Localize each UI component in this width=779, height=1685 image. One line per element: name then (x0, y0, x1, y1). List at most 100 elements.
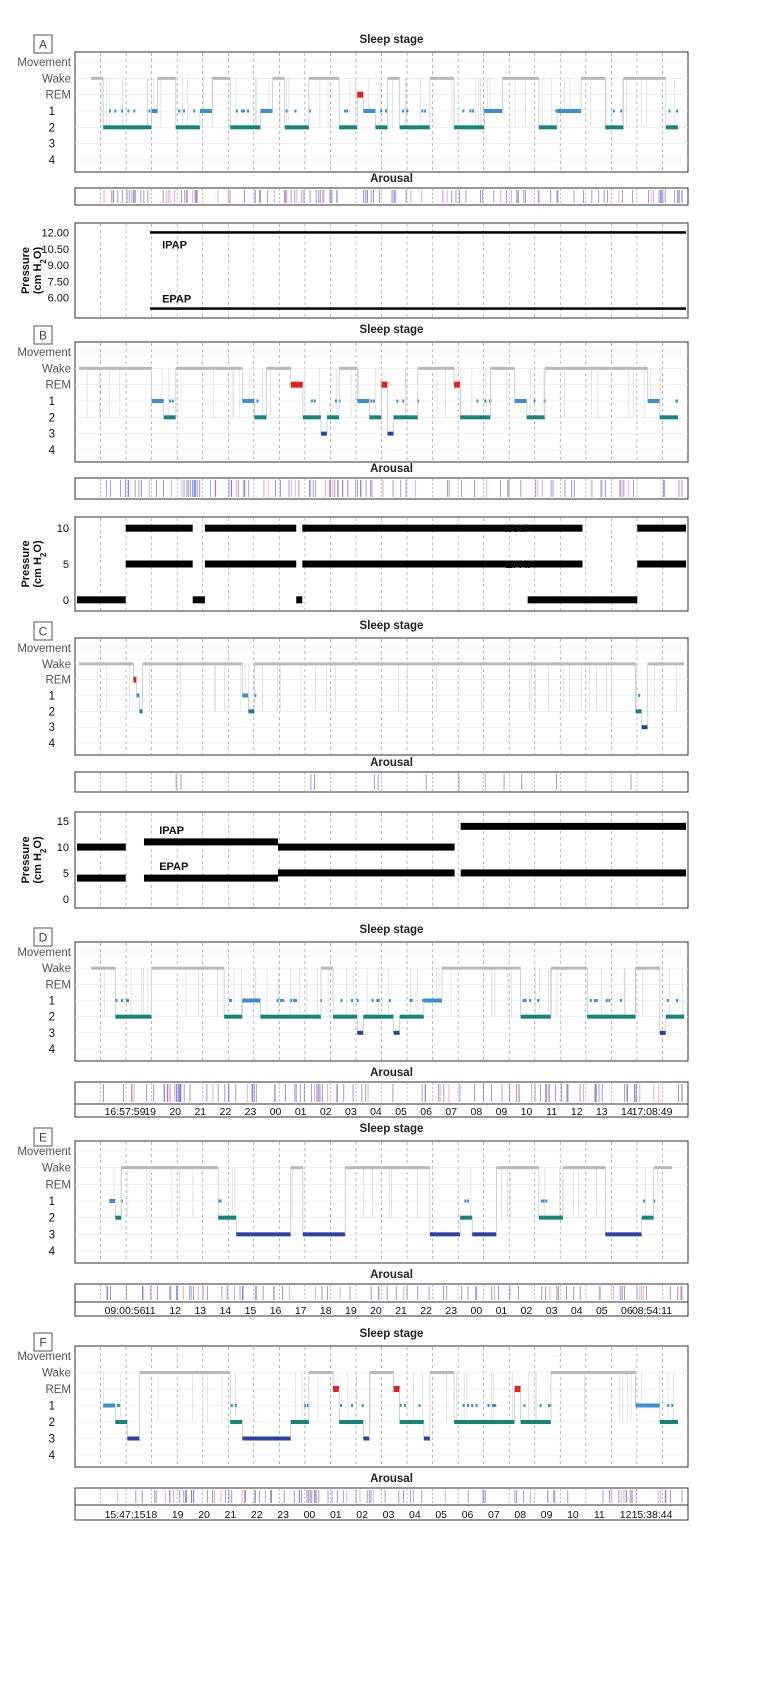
hypnogram-stage-w-c (142, 662, 243, 666)
hypnogram-stage-rem-b (381, 381, 388, 388)
hypnogram-stage-1-dot-d (230, 999, 233, 1002)
pressure-ipap-segment-c (77, 843, 126, 851)
hypnogram-stage-1-dot-b (313, 399, 316, 403)
hypnogram-stage-1-dot-d (676, 999, 679, 1002)
hypnogram-stage-w-b (266, 366, 291, 370)
hypnogram-stage-2-e (115, 1215, 122, 1220)
hypnogram-stage-1-d (423, 998, 442, 1003)
time-tick-e: 04 (571, 1305, 583, 1317)
hypnogram-stage-1-dot-f (418, 1404, 421, 1407)
hypnogram-stage-1-dot-a (384, 109, 387, 113)
sleep-ylabel-e: 3 (49, 1229, 55, 1241)
hypnogram-stage-1-dot-a (246, 109, 249, 113)
hypnogram-stage-1-f (103, 1403, 116, 1408)
hypnogram-stage-1-dot-b (338, 399, 341, 403)
hypnogram-stage-w-a (91, 76, 104, 80)
hypnogram-stage-1-dot-d (340, 999, 343, 1002)
time-axis-frame-f (74, 1504, 689, 1521)
hypnogram-stage-1-dot-d (280, 999, 283, 1002)
hypnogram-stage-2-d (520, 1014, 551, 1019)
sleep-ylabel-d: Movement (17, 947, 71, 959)
hypnogram-stage-3-c (641, 725, 648, 730)
time-tick-e: 12 (169, 1305, 181, 1317)
sleep-ylabel-a: Movement (17, 57, 71, 69)
hypnogram-stage-1-dot-a (380, 109, 383, 113)
hypnogram-stage-w-f (139, 1371, 231, 1374)
hypnogram-stage-2-c (139, 709, 143, 714)
hypnogram-stage-1-dot-d (376, 999, 379, 1002)
hypnogram-stage-w-d (442, 966, 521, 970)
pressure-axis-title-b: Pressure (cm H2O) (20, 540, 48, 588)
pressure-label-epap-a: EPAP (162, 294, 191, 306)
hypnogram-stage-1-a (151, 109, 158, 113)
hypnogram-stage-1-dot-f (307, 1404, 310, 1407)
sleep-ylabel-c: 4 (49, 738, 56, 750)
hypnogram-stage-2-a (230, 125, 261, 130)
time-tick-e: 02 (521, 1305, 533, 1317)
hypnogram-stage-w-a (502, 76, 539, 80)
time-tick-f: 19 (172, 1509, 184, 1521)
pressure-off-segment-b (77, 596, 126, 604)
pressure-ipap-segment-b (204, 524, 297, 532)
hypnogram-stage-1-dot-f (492, 1404, 495, 1407)
hypnogram-stage-w-a (308, 76, 340, 80)
hypnogram-stage-w-a (623, 76, 666, 80)
time-tick-d: 16:57:59 (105, 1106, 146, 1118)
sleep-ylabel-f: 3 (49, 1434, 55, 1446)
hypnogram-stage-2-f (230, 1420, 243, 1424)
time-tick-e: 13 (194, 1305, 206, 1317)
hypnogram-stage-2-d (399, 1014, 424, 1019)
hypnogram-stage-1-dot-d (666, 999, 669, 1002)
hypnogram-stage-w-e (653, 1166, 672, 1170)
sleep-ylabel-f: 2 (49, 1417, 55, 1429)
hypnogram-stage-1-a (484, 109, 503, 113)
sleep-ylabel-c: Movement (17, 643, 71, 655)
hypnogram-stage-1-a (200, 109, 213, 113)
hypnogram-stage-2-b (526, 415, 545, 420)
sleep-stage-title-b: Sleep stage (360, 324, 424, 336)
panel-letter-c: C (39, 625, 48, 639)
arousal-title-a: Arousal (370, 173, 413, 185)
sleep-ylabel-b: 1 (49, 396, 55, 408)
sleep-ylabel-d: 4 (49, 1044, 56, 1056)
sleep-ylabel-b: Movement (17, 347, 71, 359)
hypnogram-stage-w-b (79, 366, 152, 370)
hypnogram-stage-3-e (429, 1232, 461, 1237)
hypnogram-stage-1-b (151, 399, 164, 403)
hypnogram-stage-w-a (157, 76, 176, 80)
pressure-axis-title-a: Pressure (cm H2O) (20, 247, 48, 295)
hypnogram-stage-w-b (175, 366, 243, 370)
time-tick-d: 14 (621, 1106, 633, 1118)
time-axis-frame-e (74, 1301, 689, 1317)
hypnogram-stage-w-c (647, 662, 684, 666)
hypnogram-stage-rem-b (454, 381, 461, 388)
hypnogram-stage-w-b (339, 366, 358, 370)
hypnogram-stage-1-dot-b (169, 399, 172, 403)
sleep-ylabel-d: 2 (49, 1012, 55, 1024)
hypnogram-stage-3-b (321, 431, 328, 436)
hypnogram-stage-1-dot-b (476, 399, 479, 403)
sleep-stage-title-c: Sleep stage (360, 620, 424, 632)
time-axis-frame-d (74, 1103, 689, 1118)
panel-letter-f: F (39, 1336, 46, 1350)
hypnogram-stage-1-dot-e (219, 1199, 222, 1203)
hypnogram-stage-1-dot-a (620, 109, 623, 113)
hypnogram-stage-1-dot-b (373, 399, 376, 403)
hypnogram-stage-1-dot-d (422, 999, 425, 1002)
hypnogram-stage-1-dot-a (668, 109, 671, 113)
panel-letter-a: A (39, 38, 47, 52)
hypnogram-stage-1-dot-a (421, 109, 424, 113)
pressure-ipap-segment-c (143, 838, 278, 846)
time-tick-f: 11 (594, 1509, 605, 1521)
panel-letter-box-b (33, 325, 53, 345)
pressure-axis-title-line2-a: (cm H2O) (32, 247, 48, 295)
hypnogram-stage-1-dot-d (295, 999, 298, 1002)
time-tick-f: 07 (488, 1509, 500, 1521)
hypnogram-stage-1-dot-d (229, 999, 232, 1002)
time-tick-d: 11 (546, 1106, 557, 1118)
sleep-ylabel-e: 2 (49, 1213, 55, 1225)
time-tick-d: 12 (571, 1106, 583, 1118)
hypnogram-stage-2-e (218, 1215, 237, 1220)
hypnogram-stage-3-e (302, 1232, 346, 1237)
hypnogram-stage-2-b (254, 415, 267, 420)
